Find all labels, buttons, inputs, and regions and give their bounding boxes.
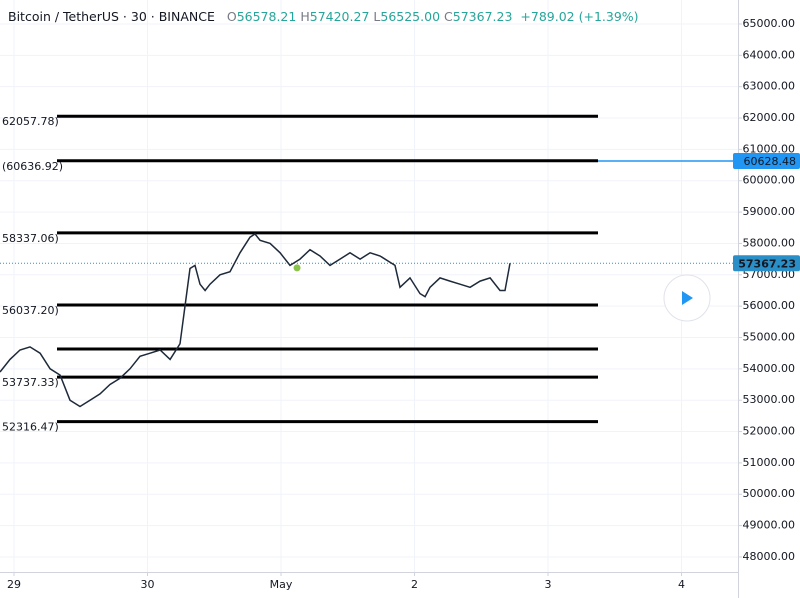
alert-tag [733, 153, 800, 170]
y-tick-label: 51000.00 [743, 456, 796, 469]
x-tick-label: 2 [411, 578, 418, 591]
x-tick-label: 30 [141, 578, 155, 591]
y-tick-label: 59000.00 [743, 205, 796, 218]
alert-label: 60628.48 [744, 155, 797, 168]
level-label: 58337.06) [2, 232, 59, 245]
play-button[interactable] [663, 274, 711, 322]
level-label: 62057.78) [2, 115, 59, 128]
x-tick-label: May [270, 578, 293, 591]
last-price-tag [733, 255, 800, 272]
level-label: 53737.33) [2, 376, 59, 389]
ohlc-value: 57420.27 [310, 9, 370, 24]
ohlc-key: C [444, 9, 453, 24]
ohlc-key: L [373, 9, 380, 24]
change: +789.02 (+1.39%) [520, 9, 638, 24]
y-tick-label: 48000.00 [743, 550, 796, 563]
ohlc-value: 57367.23 [453, 9, 513, 24]
y-tick-label: 54000.00 [743, 362, 796, 375]
header: Bitcoin / TetherUS · 30 · BINANCE O56578… [8, 9, 639, 24]
play-icon[interactable] [682, 291, 693, 305]
ohlc-value: 56578.21 [237, 9, 297, 24]
level-label: 56037.20) [2, 304, 59, 317]
ohlc-key: H [300, 9, 309, 24]
y-tick-label: 62000.00 [743, 111, 796, 124]
y-tick-label: 65000.00 [743, 17, 796, 30]
y-tick-label: 55000.00 [743, 330, 796, 343]
ohlc: O56578.21 H57420.27 L56525.00 C57367.23 [227, 9, 513, 24]
price-line [0, 233, 511, 408]
plot: 62057.78) (60636.92) 58337.06) 56037.20) 537… [0, 114, 738, 434]
y-tick-label: 49000.00 [743, 519, 796, 532]
y-tick-label: 56000.00 [743, 299, 796, 312]
ohlc-value: 56525.00 [380, 9, 440, 24]
y-tick-label: 58000.00 [743, 236, 796, 249]
y-tick-label: 64000.00 [743, 48, 796, 61]
y-tick-label: 52000.00 [743, 425, 796, 438]
y-tick-label: 63000.00 [743, 80, 796, 93]
x-tick-label: 4 [678, 578, 685, 591]
last-price-label: 57367.23 [738, 257, 796, 270]
y-tick-label: 50000.00 [743, 487, 796, 500]
level-label: (60636.92) [2, 160, 63, 173]
x-tick-label: 3 [545, 578, 552, 591]
axes: 48000.00 49000.00 50000.00 51000.00 52000.00… [7, 17, 800, 591]
marker [293, 264, 301, 272]
x-tick-label: 29 [7, 578, 21, 591]
level-label: 52316.47) [2, 421, 59, 434]
symbol: Bitcoin / TetherUS · 30 · BINANCE [8, 9, 215, 24]
y-tick-label: 60000.00 [743, 174, 796, 187]
y-tick-label: 61000.00 [743, 142, 796, 155]
ohlc-key: O [227, 9, 237, 24]
y-tick-label: 53000.00 [743, 393, 796, 406]
